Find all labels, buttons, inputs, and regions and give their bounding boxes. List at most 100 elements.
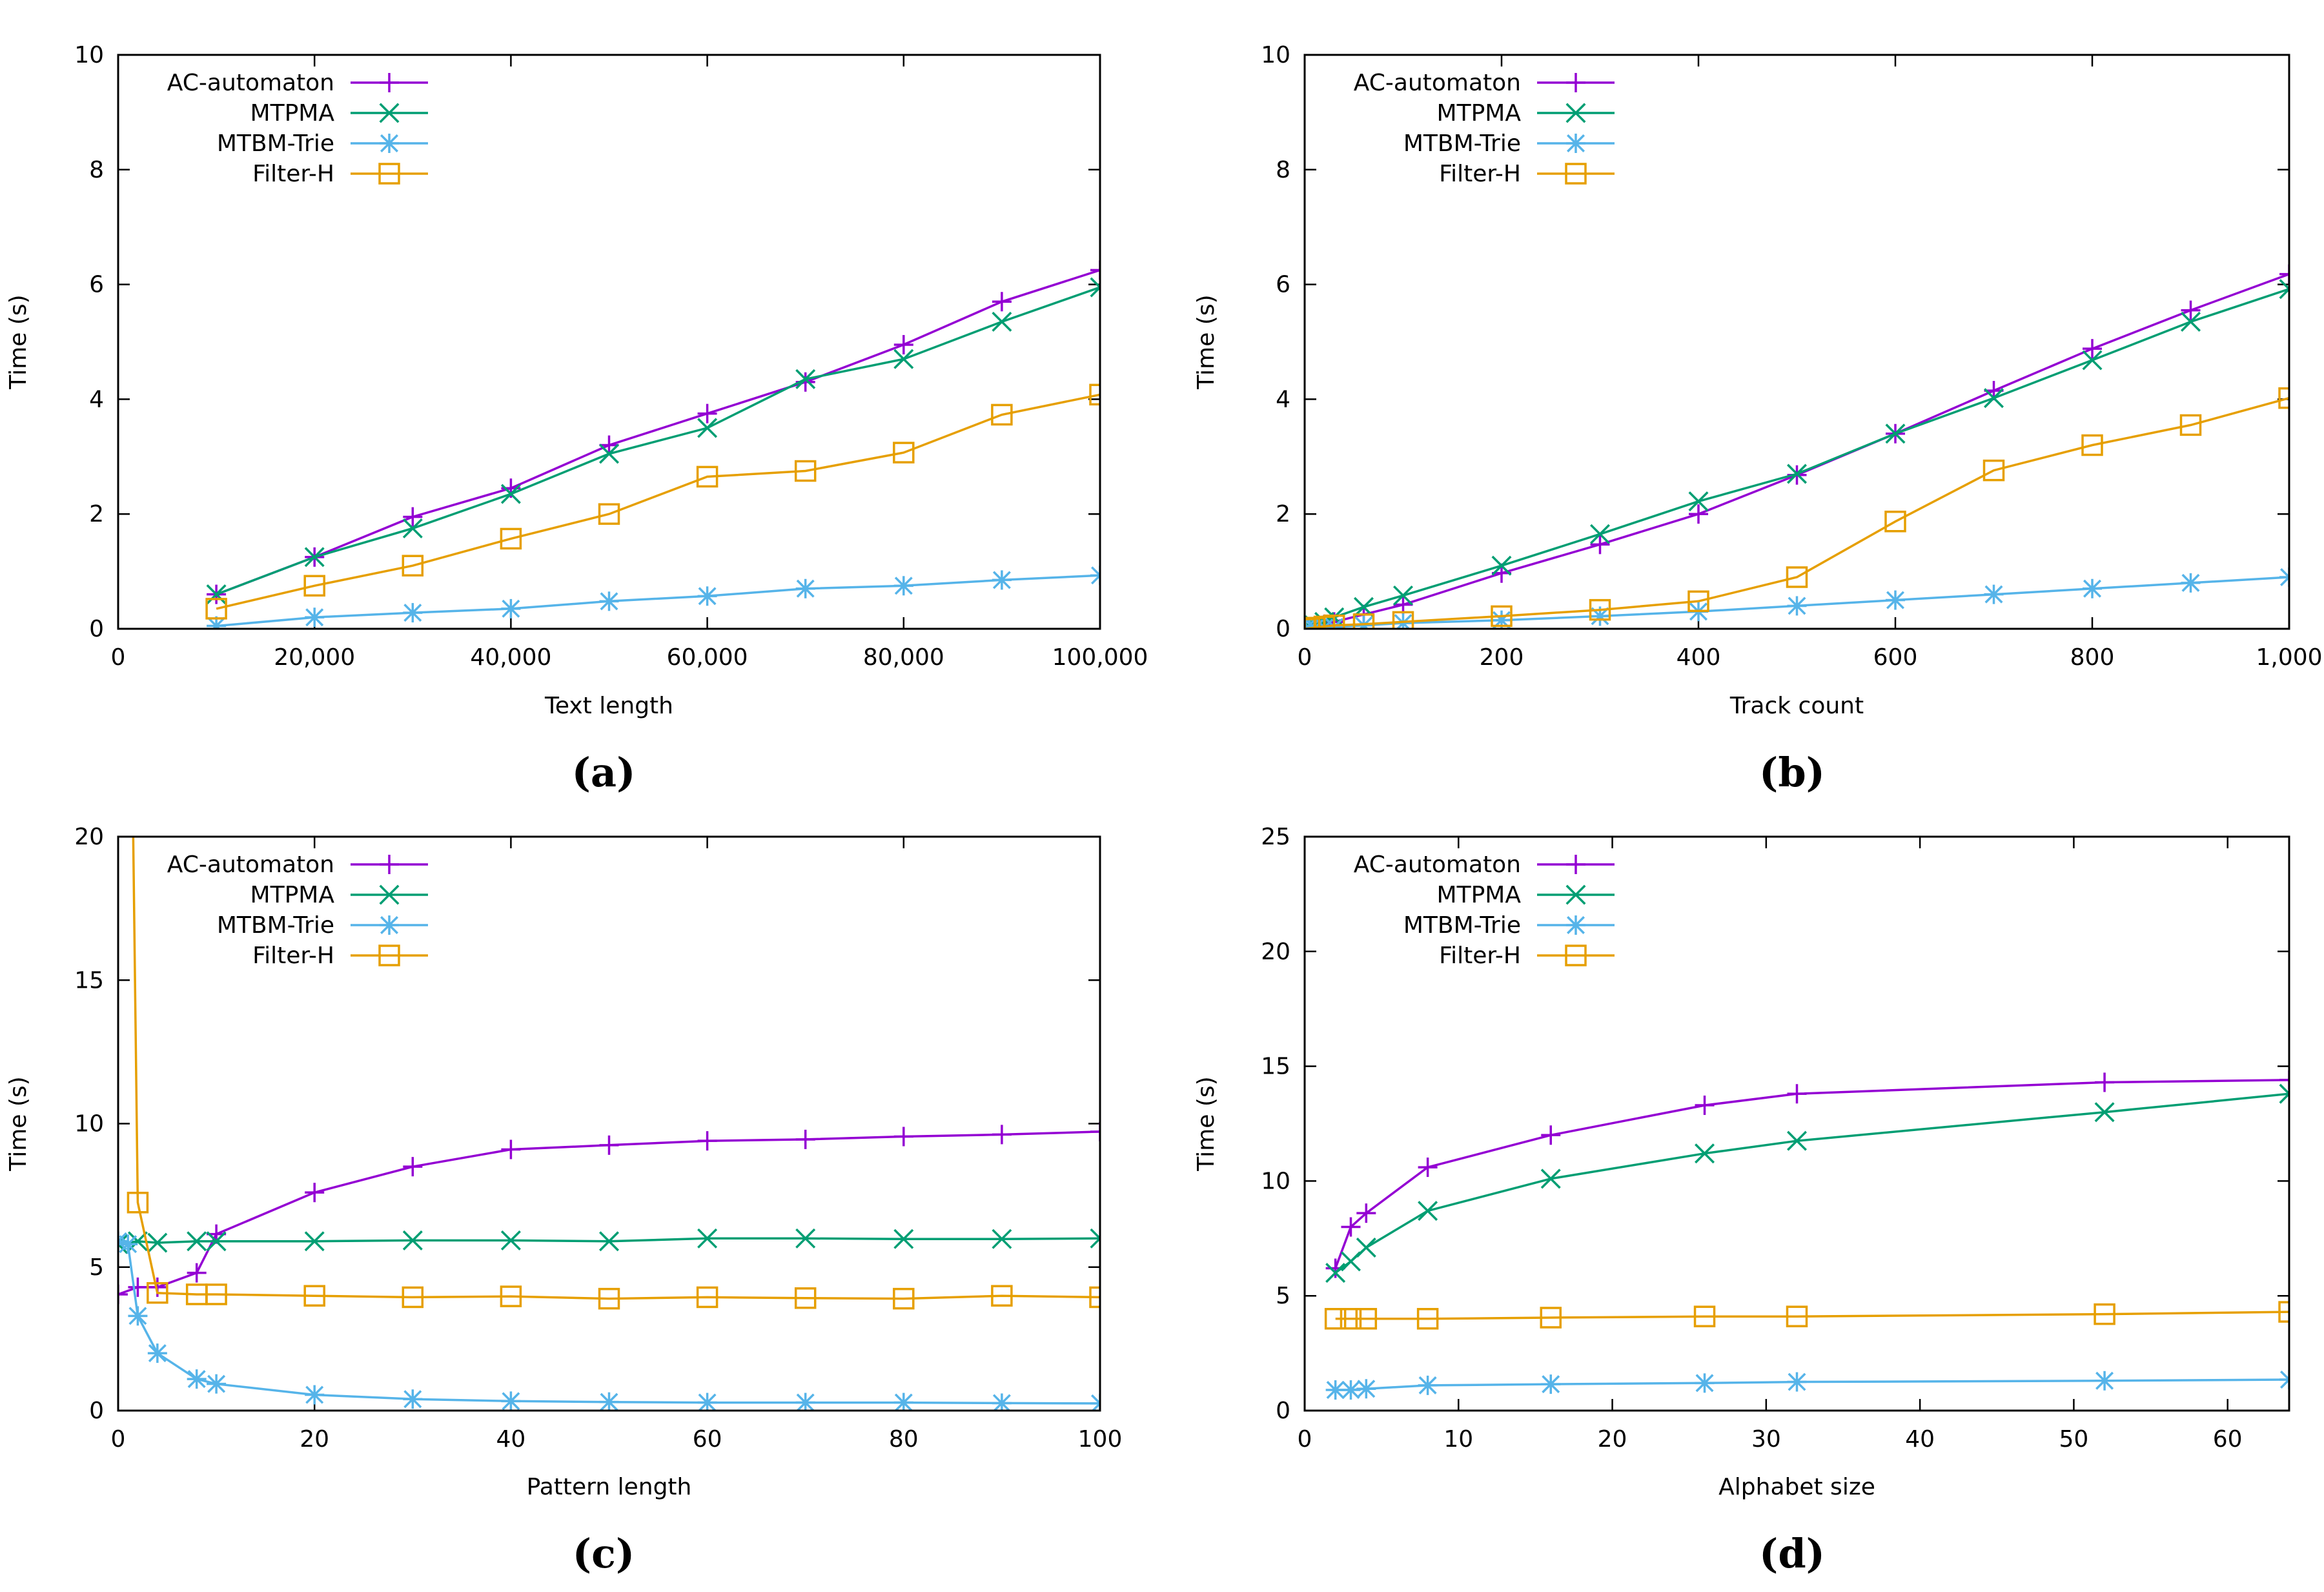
panel-c-ac-automaton-point (697, 1131, 717, 1151)
panel-d-xtick-label: 60 (2213, 1426, 2243, 1453)
panel-b-mtpma-point (1590, 524, 1610, 544)
panel-a-mtpma-point (304, 547, 325, 567)
panel-b-mtbm-trie-point (1984, 584, 2004, 604)
panel-d-xtick-label: 20 (1598, 1426, 1627, 1453)
panel-a-ac-automaton-point (992, 292, 1012, 312)
panel-a-xtick-label: 80,000 (863, 644, 944, 671)
panel-a: 0 20,000 40,000 60,000 80,000 100,000 0 2 4 6 8 10 T… (5, 42, 1148, 796)
panel-c-filter-h-point (147, 1282, 168, 1304)
panel-c-mtpma-point (187, 1231, 207, 1252)
panel-c-filter-h-line (132, 837, 1100, 1300)
panel-d-legend-marker-mtpma (1565, 884, 1586, 905)
panel-a-mtpma-point (992, 311, 1012, 332)
panel-a-mtbm-trie-point (893, 576, 913, 596)
panel-d-legend-marker-filter-h (1565, 944, 1587, 966)
panel-c-filter-h-point (303, 1285, 325, 1307)
panel-d-mtbm-trie-point (1695, 1373, 1715, 1393)
panel-d-label: (d) (1759, 1530, 1825, 1577)
panel-b-ac-automaton-point (2181, 300, 2201, 320)
panel-b-label: (b) (1759, 749, 1825, 796)
panel-a-mtbm-trie-line (216, 574, 1100, 628)
panel-d-mtbm-trie-point (1418, 1375, 1438, 1395)
panel-d-filter-h-point (2278, 1301, 2289, 1323)
panel-b-legend-marker-mtbm-trie (1566, 134, 1585, 153)
panel-a-filter-h-point (794, 460, 817, 482)
panel-a-filter-h-point (696, 465, 719, 488)
panel-b: 0 200 400 600 800 1,000 0 2 4 6 8 10 Track count Time… (1193, 42, 2323, 796)
panel-c-ac-automaton-point (599, 1135, 619, 1155)
panel-b-mtbm-trie-point (2181, 573, 2201, 593)
panel-b-xtick-label: 0 (1298, 644, 1312, 671)
panel-a-mtpma-line (216, 286, 1100, 596)
panel-b-legend: AC-automaton MTPMA MTBM-Trie Filter-H (1354, 70, 1615, 187)
panel-c-mtbm-trie-point (697, 1393, 717, 1411)
panel-b-ac-automaton-point (2279, 264, 2289, 284)
panel-b-filter-h-point (1392, 611, 1414, 629)
panel-a-series (205, 260, 1100, 629)
panel-c-mtbm-trie-point (128, 1306, 148, 1326)
panel-a-xtick-label: 20,000 (274, 644, 355, 671)
panel-a-ytick-label: 0 (89, 616, 104, 642)
panel-b-xtick-label: 200 (1480, 644, 1524, 671)
panel-c-xtick-label: 60 (693, 1426, 722, 1453)
panel-d-filter-h-point (1355, 1308, 1378, 1330)
panel-d-filter-h-point (2094, 1303, 2115, 1325)
panel-b-mtpma-point (1393, 585, 1413, 606)
panel-a-mtpma-point (599, 444, 619, 464)
panel-b-series (1305, 264, 2289, 629)
panel-d-xtick-label: 30 (1751, 1426, 1781, 1453)
panel-d-ac-automaton-point (2095, 1072, 2115, 1092)
panel-a-ytick-label: 10 (74, 42, 104, 68)
panel-d-filter-h-point (1324, 1308, 1347, 1330)
panel-b-filter-h-point (1323, 614, 1345, 629)
panel-d-ac-automaton-point (1541, 1125, 1561, 1145)
panel-c-ytick-label: 10 (74, 1111, 104, 1138)
panel-a-mtbm-trie-point (501, 598, 521, 618)
panel-c-mtbm-trie-point (1090, 1393, 1100, 1411)
panel-a-filter-h-point (205, 598, 227, 620)
panel-a-filter-h-line (216, 393, 1100, 610)
panel-c-mtbm-trie-point (118, 1234, 138, 1254)
panel-d-legend: AC-automaton MTPMA MTBM-Trie Filter-H (1354, 852, 1615, 969)
panel-c-filter-h-point (1089, 1286, 1100, 1309)
panel-a-legend-label-mtpma: MTPMA (250, 100, 335, 127)
panel-c-ac-automaton-point (795, 1129, 815, 1149)
panel-c-xtick-label: 20 (300, 1426, 329, 1453)
panel-a-filter-h-point (402, 555, 424, 577)
panel-c-label: (c) (573, 1530, 635, 1577)
panel-b-xtick-label: 400 (1677, 644, 1721, 671)
panel-d-xtick-label: 0 (1298, 1426, 1312, 1453)
panel-b-ytick-label: 8 (1276, 157, 1290, 183)
panel-a-ac-automaton-point (697, 403, 717, 424)
panel-c-xtick-label: 100 (1078, 1426, 1123, 1453)
panel-c-mtbm-trie-point (893, 1393, 913, 1411)
panel-d-ytick-label: 20 (1261, 939, 1290, 965)
panel-d-legend-label-mtpma: MTPMA (1437, 882, 1522, 908)
panel-c-ac-automaton-point (403, 1157, 423, 1177)
panel-b-ac-automaton-point (1590, 535, 1610, 555)
panel-b-legend-marker-ac-automaton (1566, 73, 1585, 92)
panel-c-mtbm-trie-point (599, 1392, 619, 1411)
panel-d-filter-h-point (1340, 1308, 1362, 1330)
panel-c-legend-marker-filter-h (378, 944, 400, 966)
panel-b-ac-automaton-point (2083, 339, 2102, 359)
panel-c-filter-h-point (893, 1287, 915, 1310)
panel-a-legend-label-mtbm-trie: MTBM-Trie (217, 130, 334, 157)
panel-a-mtpma-point (1090, 277, 1100, 298)
panel-d-mtpma-point (1340, 1251, 1361, 1272)
panel-a-mtbm-trie-point (305, 607, 325, 628)
panel-d-mtpma-point (1540, 1168, 1561, 1189)
panel-d-mtbm-trie-point (1787, 1372, 1807, 1392)
panel-c-legend-label-ac-automaton: AC-automaton (167, 852, 334, 878)
panel-d-y-axis-label: Time (s) (1193, 1076, 1219, 1171)
panel-b-mtpma-point (2181, 311, 2201, 332)
panel-a-legend-marker-filter-h (378, 163, 400, 185)
panel-a-label: (a) (572, 749, 636, 796)
panel-c-mtpma-point (147, 1232, 168, 1253)
panel-c-legend: AC-automaton MTPMA MTBM-Trie Filter-H (167, 852, 428, 969)
panel-d-filter-h-point (1540, 1307, 1562, 1329)
panel-c-mtbm-trie-point (187, 1369, 207, 1389)
panel-d-ac-automaton-point (1418, 1158, 1438, 1178)
panel-a-mtbm-trie-point (795, 578, 815, 598)
panel-b-filter-h-point (1589, 598, 1611, 621)
